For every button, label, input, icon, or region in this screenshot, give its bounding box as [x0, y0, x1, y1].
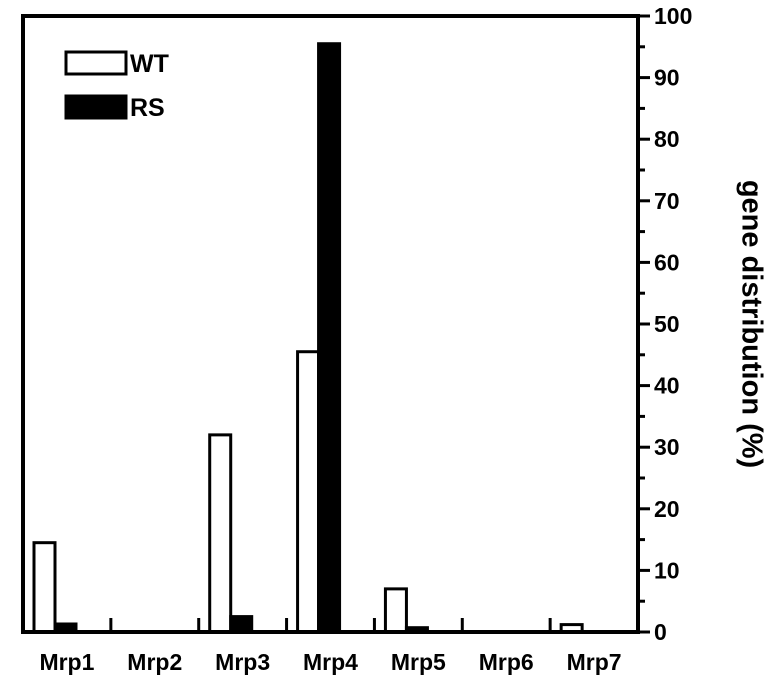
y-tick-label: 70: [654, 188, 680, 214]
y-tick-label: 10: [654, 557, 680, 583]
x-tick-label: Mrp6: [479, 649, 534, 675]
y-tick-label: 60: [654, 249, 680, 275]
bar-rs-mrp4: [317, 42, 342, 634]
bar-wt-mrp5: [383, 587, 408, 634]
legend: WT RS: [64, 50, 169, 122]
x-tick-label: Mrp5: [391, 649, 446, 675]
legend-swatch-wt: [64, 50, 128, 76]
x-tick-label: Mrp3: [215, 649, 270, 675]
y-tick-label: 100: [654, 3, 692, 29]
x-tick-label: Mrp7: [567, 649, 622, 675]
y-tick-label: 40: [654, 373, 680, 399]
x-tick-label: Mrp2: [127, 649, 182, 675]
x-tick-label: Mrp4: [303, 649, 358, 675]
x-axis-ticks: Mrp1 Mrp2 Mrp3 Mrp4 Mrp5 Mrp6 Mrp7: [39, 618, 622, 675]
bar-rs-mrp3: [229, 615, 254, 634]
legend-label-wt: WT: [130, 50, 169, 78]
bar-wt-mrp1: [32, 541, 57, 634]
bar-wt-mrp3: [208, 433, 233, 634]
legend-label-rs: RS: [130, 94, 165, 122]
y-axis: 0 10 20 30 40 50 60 70 80 90 100: [638, 3, 692, 645]
x-tick-label: Mrp1: [39, 649, 94, 675]
y-tick-label: 80: [654, 126, 680, 152]
y-tick-label: 30: [654, 434, 680, 460]
y-axis-title: gene distribution (%): [735, 180, 767, 468]
bar-wt-mrp4: [296, 350, 321, 634]
y-tick-label: 90: [654, 65, 680, 91]
y-tick-label: 20: [654, 496, 680, 522]
y-tick-label: 0: [654, 619, 667, 645]
legend-swatch-rs: [64, 94, 128, 120]
y-tick-label: 50: [654, 311, 680, 337]
plot-marks: [32, 42, 584, 634]
